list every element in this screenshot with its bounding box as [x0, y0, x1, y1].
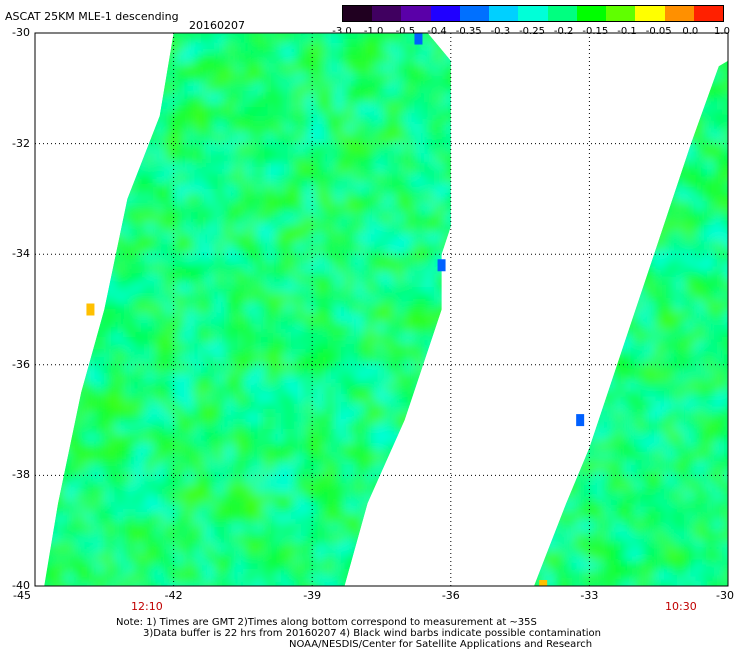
- y-tick-label: -36: [12, 357, 30, 371]
- colorbar-segment: [635, 6, 666, 21]
- note-line-1: Note: 1) Times are GMT 2)Times along bot…: [116, 617, 537, 628]
- x-tick-label: -33: [580, 589, 599, 602]
- colorbar-tick-label: -0.5: [395, 26, 416, 37]
- colorbar-segment: [518, 6, 549, 21]
- colorbar-segment: [606, 6, 636, 21]
- colorbar-segment: [576, 6, 607, 21]
- colorbar-tick-label: -0.3: [490, 26, 511, 37]
- colorbar: [342, 5, 724, 22]
- anomaly-cell: [576, 414, 585, 427]
- colorbar-tick-label: -0.05: [645, 26, 672, 37]
- colorbar-tick-label: -1.0: [363, 26, 384, 37]
- colorbar-segment: [547, 6, 578, 21]
- plot-frame: [34, 32, 729, 587]
- x-tick-label: -42: [164, 589, 183, 602]
- anomaly-cell: [414, 33, 423, 45]
- colorbar-segment: [343, 6, 373, 21]
- colorbar-segment: [459, 6, 490, 21]
- x-tick-label: -30: [716, 589, 734, 602]
- colorbar-tick-label: -0.2: [553, 26, 574, 37]
- x-tick-label: -45: [13, 589, 31, 602]
- note-line-2: 3)Data buffer is 22 hrs from 20160207 4)…: [143, 628, 601, 639]
- colorbar-segment: [693, 6, 724, 21]
- colorbar-tick-label: 1.0: [714, 26, 730, 37]
- colorbar-segment: [430, 6, 461, 21]
- y-tick-label: -40: [12, 579, 30, 592]
- time-label-left: 12:10: [131, 600, 163, 613]
- anomaly-cell: [86, 303, 95, 316]
- colorbar-tick-label: -0.1: [617, 26, 637, 37]
- colorbar-tick-label: 0.0: [682, 26, 699, 37]
- map-date: 20160207: [189, 19, 245, 32]
- y-tick-label: -38: [12, 468, 30, 482]
- colorbar-tick-label: -3.0: [332, 26, 352, 37]
- swath-2: [534, 60, 728, 586]
- swath-1: [44, 33, 451, 586]
- colorbar-tick-label: -0.15: [582, 26, 609, 37]
- note-line-3: NOAA/NESDIS/Center for Satellite Applica…: [289, 639, 593, 650]
- y-tick-label: -34: [12, 247, 30, 261]
- y-tick-label: -32: [12, 136, 30, 150]
- colorbar-tick-label: -0.25: [519, 26, 545, 37]
- time-label-right: 10:30: [665, 600, 697, 613]
- anomaly-cell: [437, 259, 446, 272]
- x-tick-label: -39: [303, 589, 322, 602]
- anomaly-cell: [539, 580, 548, 586]
- y-tick-label: -30: [12, 26, 30, 39]
- colorbar-segment: [664, 6, 695, 21]
- x-tick-label: -36: [441, 589, 460, 602]
- colorbar-segment: [372, 6, 402, 21]
- colorbar-tick-label: -0.35: [455, 26, 482, 37]
- map-title: ASCAT 25KM MLE-1 descending: [5, 10, 179, 23]
- colorbar-segment: [489, 6, 519, 21]
- colorbar-tick-label: -0.4: [427, 26, 447, 37]
- colorbar-segment: [401, 6, 432, 21]
